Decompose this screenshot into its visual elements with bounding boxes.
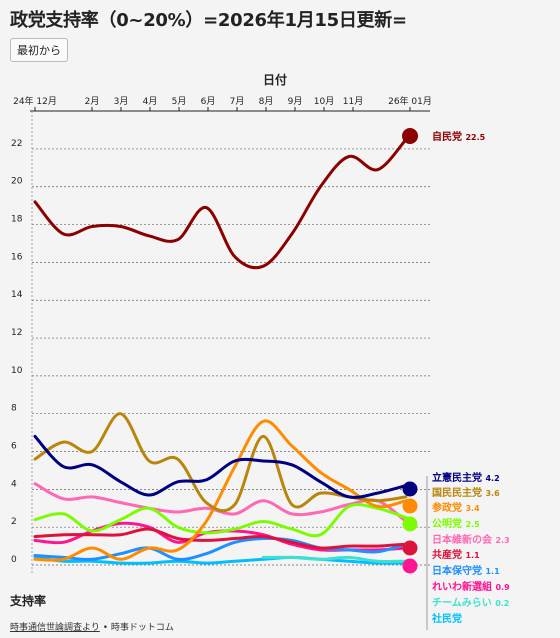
y-tick-label: 22: [11, 139, 22, 149]
y-tick-label: 16: [11, 252, 23, 262]
y-tick-label: 0: [11, 555, 17, 565]
series-end-marker: [402, 516, 418, 532]
series-end-label: 社民党: [431, 612, 462, 625]
x-tick-label: 6月: [201, 96, 216, 107]
series-end-label: れいわ新選組 0.9: [432, 580, 510, 593]
footer-source: 時事通信世論調査より • 時事ドットコム: [10, 620, 174, 633]
x-tick-label: 26年 01月: [388, 95, 432, 107]
series-end-marker: [402, 540, 418, 556]
series-end-label: 共産党 1.1: [432, 548, 480, 561]
series-end-label: 国民民主党 3.6: [432, 486, 500, 499]
y-tick-label: 2: [11, 517, 17, 527]
series-end-label: 日本保守党 1.1: [432, 564, 500, 577]
series-end-value: 1.1: [485, 567, 500, 576]
series-end-label: 公明党 2.5: [432, 517, 480, 530]
series-end-value: 0.2: [495, 599, 509, 608]
series-line: [33, 527, 408, 550]
y-tick-label: 20: [11, 177, 23, 187]
x-tick-label: 11月: [343, 96, 363, 107]
series-end-marker: [402, 128, 418, 144]
series-end-marker: [402, 558, 418, 574]
series-line: [33, 138, 408, 270]
y-tick-label: 12: [11, 328, 22, 338]
series-end-label: 自民党 22.5: [432, 130, 486, 143]
series-end-value: 2.3: [495, 536, 509, 545]
series-end-marker: [402, 498, 418, 514]
series-end-label: 日本維新の会 2.3: [432, 533, 510, 546]
series-end-marker: [402, 481, 418, 497]
y-tick-label: 10: [11, 366, 23, 376]
y-tick-label: 18: [11, 215, 23, 225]
series-line: [33, 503, 408, 538]
x-tick-label: 9月: [288, 96, 303, 107]
series-end-label: チームみらい 0.2: [432, 597, 509, 609]
source-separator: •: [102, 623, 109, 633]
series-line: [33, 434, 408, 499]
series-line: [261, 555, 408, 563]
series-end-value: 2.5: [465, 520, 480, 529]
series-end-value: 4.2: [485, 474, 499, 483]
x-tick-label: 7月: [230, 96, 245, 107]
series-line: [33, 419, 408, 562]
reset-button[interactable]: 最初から: [10, 38, 68, 62]
x-axis-title: 日付: [263, 72, 287, 87]
x-tick-label: 3月: [114, 96, 129, 107]
y-tick-label: 14: [11, 290, 23, 300]
x-tick-label: 2月: [85, 96, 100, 107]
x-tick-label: 8月: [259, 96, 274, 107]
y-tick-label: 4: [11, 479, 17, 489]
series-end-label: 立憲民主党 4.2: [432, 471, 500, 484]
y-tick-label: 6: [11, 442, 17, 452]
x-tick-label: 4月: [143, 96, 158, 107]
x-tick-label: 24年 12月: [13, 95, 57, 107]
series-end-value: 0.9: [495, 583, 510, 592]
source-publisher: 時事ドットコム: [110, 623, 174, 633]
series-end-value: 3.4: [465, 504, 480, 513]
page-title: 政党支持率（0~20%）=2026年1月15日更新=: [10, 10, 407, 31]
y-tick-label: 8: [11, 404, 17, 414]
y-axis-title: 支持率: [10, 594, 47, 608]
source-link[interactable]: 時事通信世論調査より: [10, 623, 100, 633]
series-line: [33, 555, 408, 565]
series-end-label: 参政党 3.4: [432, 501, 480, 514]
series-end-value: 3.6: [485, 489, 500, 498]
series-end-value: 22.5: [465, 133, 485, 142]
x-tick-label: 5月: [172, 96, 187, 107]
series-line: [33, 536, 408, 561]
x-tick-label: 10月: [314, 96, 334, 107]
series-end-value: 1.1: [465, 551, 480, 560]
